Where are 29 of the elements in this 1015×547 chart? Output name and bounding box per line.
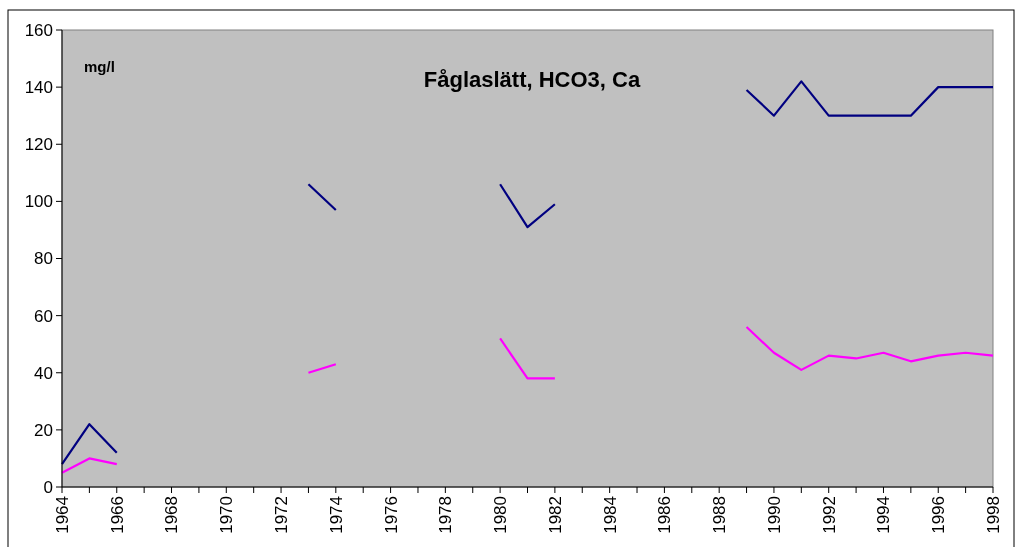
x-tick-label: 1978 [436, 496, 456, 534]
x-tick-label: 1990 [764, 496, 784, 534]
y-tick-label: 20 [34, 420, 53, 440]
annotation: mg/l [84, 58, 115, 75]
x-tick-label: 1970 [217, 496, 237, 534]
y-tick-label: 0 [43, 477, 53, 497]
x-tick-label: 1996 [929, 496, 949, 534]
x-tick-label: 1976 [381, 496, 401, 534]
x-tick-label: 1992 [819, 496, 839, 534]
x-tick-label: 1982 [545, 496, 565, 534]
x-tick-label: 1988 [710, 496, 730, 534]
y-tick-label: 140 [24, 78, 53, 98]
x-tick-label: 1994 [874, 496, 894, 534]
x-tick-label: 1974 [326, 496, 346, 534]
y-tick-label: 80 [34, 249, 53, 269]
y-tick-label: 60 [34, 306, 53, 326]
y-tick-label: 120 [24, 135, 53, 155]
x-tick-label: 1984 [600, 496, 620, 534]
x-tick-label: 1972 [272, 496, 292, 534]
text: Fåglaslätt, HCO3, Ca [423, 67, 641, 92]
x-tick-label: 1986 [655, 496, 675, 534]
x-tick-label: 1998 [983, 496, 1003, 534]
y-tick-label: 40 [34, 363, 53, 383]
x-tick-label: 1968 [162, 496, 182, 534]
y-tick-label: 160 [24, 20, 53, 40]
x-tick-label: 1980 [491, 496, 511, 534]
x-tick-label: 1966 [107, 496, 127, 534]
y-tick-label: 100 [24, 192, 53, 212]
x-tick-label: 1964 [52, 496, 72, 534]
